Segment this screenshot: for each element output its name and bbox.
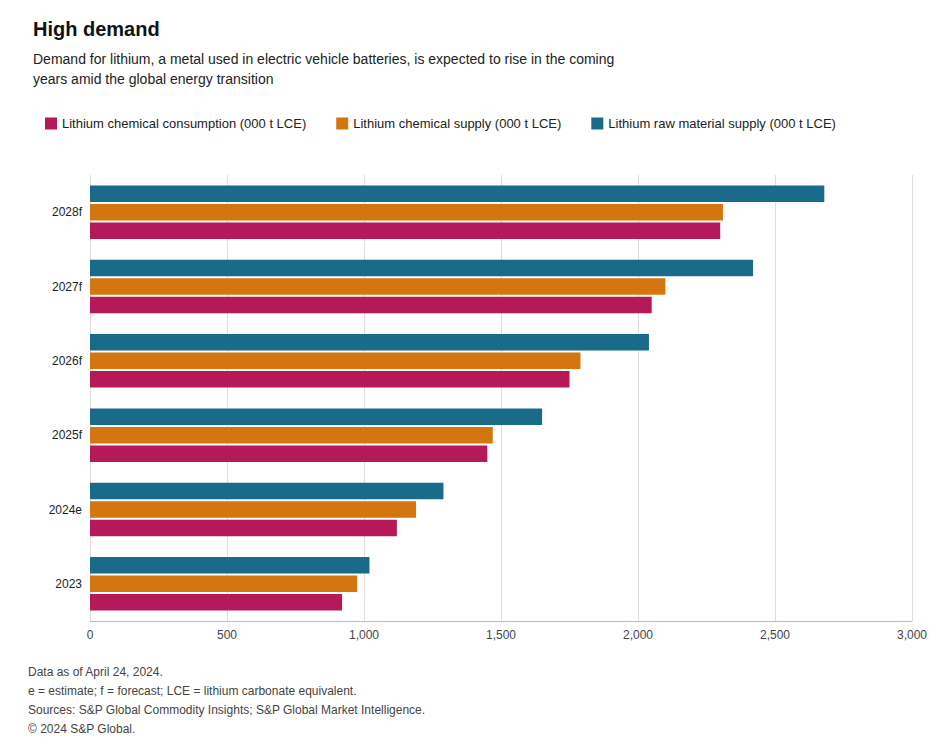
svg-text:e = estimate; f = forecast; LC: e = estimate; f = forecast; LCE = lithiu…: [28, 684, 357, 698]
svg-text:High demand: High demand: [33, 18, 160, 40]
svg-text:2,500: 2,500: [760, 628, 790, 642]
svg-text:2023: 2023: [55, 577, 82, 591]
svg-text:500: 500: [217, 628, 237, 642]
svg-text:Lithium chemical consumption (: Lithium chemical consumption (000 t LCE): [62, 116, 306, 131]
svg-text:3,000: 3,000: [897, 628, 927, 642]
svg-text:Demand for lithium, a metal us: Demand for lithium, a metal used in elec…: [33, 51, 614, 67]
svg-text:2025f: 2025f: [52, 428, 83, 442]
svg-text:2,000: 2,000: [623, 628, 653, 642]
svg-text:2028f: 2028f: [52, 205, 83, 219]
svg-text:1,500: 1,500: [486, 628, 516, 642]
svg-text:2027f: 2027f: [52, 280, 83, 294]
svg-text:0: 0: [87, 628, 94, 642]
svg-text:Data as of April 24, 2024.: Data as of April 24, 2024.: [28, 665, 163, 679]
svg-text:2024e: 2024e: [49, 503, 83, 517]
svg-text:Lithium chemical supply (000 t: Lithium chemical supply (000 t LCE): [353, 116, 561, 131]
svg-text:1,000: 1,000: [349, 628, 379, 642]
svg-text:© 2024 S&P Global.: © 2024 S&P Global.: [28, 722, 135, 736]
svg-text:2026f: 2026f: [52, 354, 83, 368]
svg-text:years amid the global energy t: years amid the global energy transition: [33, 71, 273, 87]
svg-text:Lithium raw material supply (0: Lithium raw material supply (000 t LCE): [608, 116, 836, 131]
svg-text:Sources: S&P Global Commodity: Sources: S&P Global Commodity Insights; …: [28, 703, 425, 717]
